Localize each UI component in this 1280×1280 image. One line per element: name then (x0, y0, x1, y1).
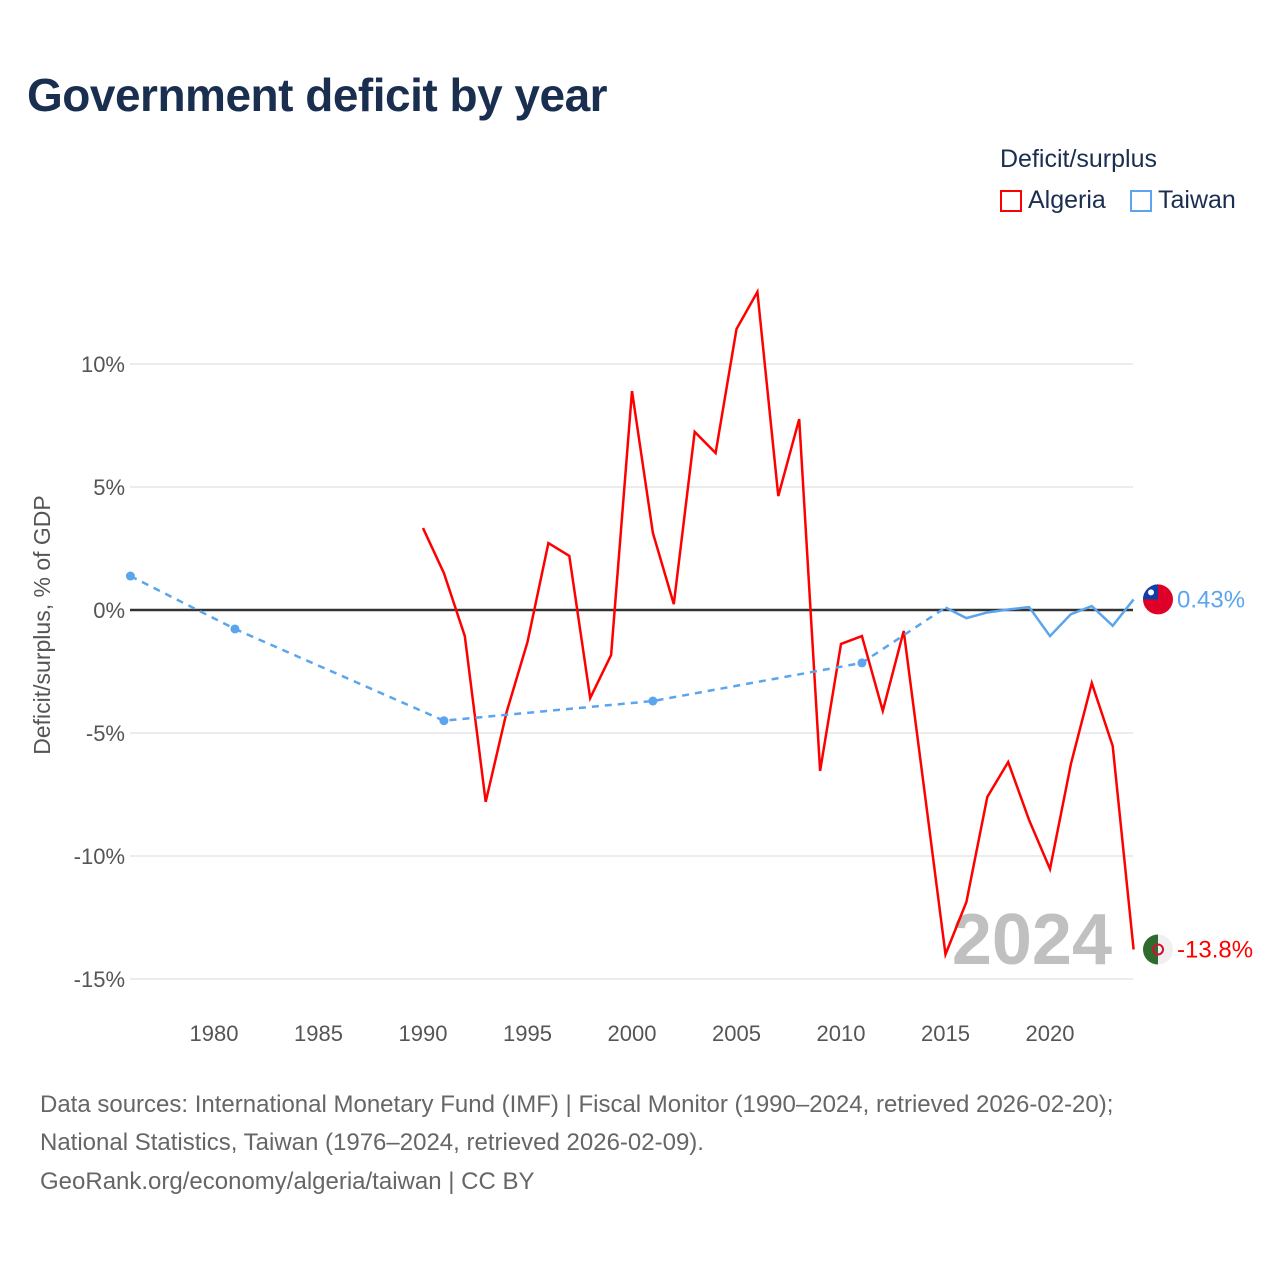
x-tick-label: 1985 (294, 1021, 343, 1046)
x-tick-label: 2015 (921, 1021, 970, 1046)
algeria-flag-green (1143, 934, 1158, 965)
algeria-flag-crescent (1152, 943, 1164, 956)
data-point-taiwan (648, 696, 658, 706)
y-tick-label: 0% (93, 598, 125, 623)
source-line-3[interactable]: GeoRank.org/economy/algeria/taiwan | CC … (40, 1168, 535, 1195)
x-tick-label: 1990 (399, 1021, 448, 1046)
x-tick-label: 2005 (712, 1021, 761, 1046)
legend-label: Taiwan (1158, 186, 1236, 214)
taiwan-flag-sun (1148, 589, 1154, 596)
legend-title: Deficit/surplus (1000, 145, 1157, 173)
legend-item-taiwan[interactable]: Taiwan (1130, 186, 1236, 215)
data-point-taiwan (857, 658, 867, 668)
legend-swatch-taiwan (1130, 189, 1152, 212)
series-line-taiwan-dashed (129, 574, 947, 722)
year-watermark: 2024 (952, 900, 1112, 980)
x-tick-label: 2010 (817, 1021, 866, 1046)
legend-label: Algeria (1028, 186, 1106, 214)
end-label-taiwan: 0.43% (1177, 586, 1245, 613)
x-tick-label: 1980 (190, 1021, 239, 1046)
y-axis-label: Deficit/surplus, % of GDP (29, 495, 55, 754)
end-label-algeria: -13.8% (1177, 936, 1253, 963)
x-tick-label: 2000 (608, 1021, 657, 1046)
data-point-taiwan (125, 571, 135, 581)
y-tick-label: -5% (86, 721, 125, 746)
data-point-taiwan (230, 624, 240, 634)
x-tick-label: 2020 (1026, 1021, 1075, 1046)
y-tick-label: -15% (74, 967, 125, 992)
y-tick-label: 5% (93, 475, 125, 500)
legend-item-algeria[interactable]: Algeria (1000, 186, 1106, 215)
source-line-1: Data sources: International Monetary Fun… (40, 1091, 1114, 1118)
chart-title: Government deficit by year (27, 69, 608, 121)
legend-swatch-algeria (1000, 189, 1022, 212)
y-tick-label: 10% (81, 352, 125, 377)
data-point-taiwan (439, 716, 449, 726)
y-tick-label: -10% (74, 844, 125, 869)
source-line-2: National Statistics, Taiwan (1976–2024, … (40, 1129, 704, 1156)
series-line-taiwan (944, 598, 1135, 639)
series-line-algeria (421, 287, 1135, 960)
x-tick-label: 1995 (503, 1021, 552, 1046)
